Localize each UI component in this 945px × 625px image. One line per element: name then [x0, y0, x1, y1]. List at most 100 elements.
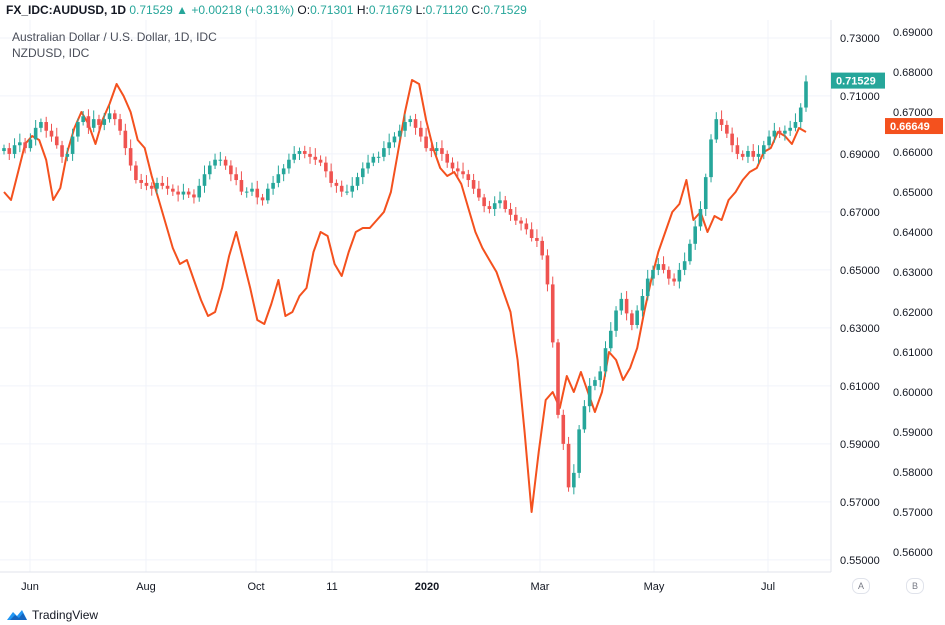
time-axis-tick-label: Aug: [136, 581, 156, 593]
candle: [709, 134, 713, 183]
candle: [271, 175, 275, 195]
right-axis-tick-label: 0.57000: [893, 507, 933, 519]
compare-series-legend[interactable]: NZDUSD, IDC: [12, 46, 90, 60]
candle: [149, 182, 154, 196]
candle: [266, 183, 270, 204]
candle: [645, 269, 650, 301]
candle: [292, 146, 296, 164]
candle: [7, 142, 12, 161]
symbol-name[interactable]: FX_IDC:AUDUSD, 1D: [6, 3, 127, 17]
nzdusd-price-tag-text: 0.66649: [890, 121, 930, 133]
candle: [471, 173, 476, 194]
candle: [345, 184, 349, 196]
candle: [756, 145, 761, 164]
candle: [429, 143, 434, 158]
candle: [550, 276, 555, 348]
high-value: 0.71679: [368, 3, 413, 17]
candle: [81, 111, 85, 126]
candle: [777, 127, 782, 138]
candle: [719, 110, 724, 132]
candle: [318, 155, 323, 167]
right-axis-tick-label: 0.62000: [893, 307, 933, 319]
candle: [171, 184, 175, 196]
left-axis-tick-label: 0.71000: [840, 91, 880, 103]
audusd-price-tag: [831, 72, 885, 89]
audusd-candles: [2, 75, 808, 495]
candle: [60, 140, 64, 163]
candle: [44, 116, 49, 138]
footer-brand[interactable]: TradingView: [6, 605, 98, 625]
candle: [49, 123, 54, 142]
candle: [308, 146, 312, 164]
right-axis-tick-label: 0.64000: [893, 227, 933, 239]
right-axis-tick-label: 0.68000: [893, 67, 933, 79]
candle: [255, 180, 260, 205]
left-price-axis[interactable]: 0.73000 0.71000 0.69000 0.67000 0.65000 0.630…: [840, 33, 880, 567]
candle: [608, 322, 613, 352]
candle: [413, 113, 418, 135]
candle: [97, 114, 101, 132]
time-axis-tick-label: Jul: [761, 581, 775, 593]
candle: [788, 120, 792, 136]
right-scale-button[interactable]: B: [906, 578, 924, 594]
candle: [566, 436, 571, 492]
candle: [260, 193, 265, 206]
close-label: C:: [471, 3, 484, 17]
time-axis-tick-label: Mar: [531, 581, 550, 593]
candle: [450, 157, 455, 172]
candle: [455, 161, 460, 178]
candle: [382, 141, 386, 162]
candle: [761, 140, 766, 160]
candle: [667, 266, 671, 285]
time-axis[interactable]: Jun Aug Oct 11 2020 Mar May Jul: [21, 581, 775, 593]
candle: [2, 144, 6, 155]
candle: [677, 262, 682, 289]
candle: [118, 113, 122, 136]
candle: [514, 206, 518, 225]
candle: [545, 249, 550, 292]
candle: [682, 252, 687, 276]
candle: [244, 187, 249, 198]
left-axis-tick-label: 0.73000: [840, 33, 880, 45]
candle: [339, 180, 344, 197]
candle: [508, 202, 513, 221]
candle: [376, 151, 381, 163]
candle: [482, 193, 486, 213]
candle: [498, 191, 502, 209]
candle: [371, 153, 376, 167]
time-axis-tick-label: 2020: [415, 581, 439, 593]
candle: [181, 183, 186, 200]
candle: [693, 220, 697, 250]
candle: [735, 137, 740, 160]
candle: [360, 162, 365, 185]
right-axis-tick-label: 0.59000: [893, 427, 933, 439]
candle: [587, 378, 592, 413]
candle: [366, 154, 370, 174]
right-price-axis[interactable]: 0.69000 0.68000 0.67000 0.66000 0.65000 0.640…: [893, 27, 933, 559]
candle: [229, 160, 233, 182]
left-axis-tick-label: 0.67000: [840, 207, 880, 219]
candle: [746, 145, 750, 163]
candle: [624, 291, 629, 321]
candle: [202, 165, 207, 193]
candle: [798, 103, 803, 129]
candle: [461, 162, 465, 179]
auto-scale-button[interactable]: A: [852, 578, 870, 594]
left-axis-tick-label: 0.59000: [840, 439, 880, 451]
candle: [593, 376, 597, 391]
candle: [440, 140, 444, 161]
candle: [276, 165, 281, 188]
candle: [324, 156, 328, 178]
candle: [529, 222, 534, 242]
candle: [598, 366, 603, 388]
candle: [70, 128, 75, 161]
open-label: O:: [297, 3, 311, 17]
candle: [635, 305, 639, 329]
main-series-legend[interactable]: Australian Dollar / U.S. Dollar, 1D, IDC: [12, 30, 217, 44]
candle: [619, 292, 624, 315]
candle: [793, 113, 798, 132]
candle: [651, 265, 655, 286]
candle: [614, 306, 618, 337]
left-axis-tick-label: 0.61000: [840, 381, 880, 393]
